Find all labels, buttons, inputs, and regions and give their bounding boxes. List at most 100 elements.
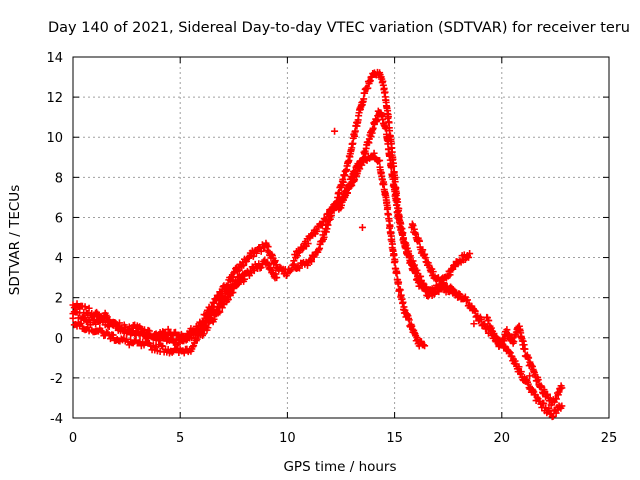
data-point — [115, 319, 123, 327]
data-point — [358, 161, 366, 169]
y-tick-label: 10 — [46, 131, 63, 146]
data-point — [272, 270, 280, 278]
data-point — [193, 335, 201, 343]
data-point — [212, 307, 220, 315]
data-point — [360, 95, 368, 103]
data-point — [325, 210, 333, 218]
data-point — [273, 274, 281, 282]
data-point — [558, 402, 566, 410]
data-point — [543, 390, 551, 398]
data-point — [545, 404, 553, 412]
data-point — [175, 339, 183, 347]
data-point — [466, 250, 474, 258]
data-point — [393, 269, 401, 277]
y-tick-label: -2 — [50, 372, 63, 387]
data-point — [552, 395, 560, 403]
data-point — [216, 300, 224, 308]
data-point — [107, 335, 115, 343]
data-point — [357, 160, 365, 168]
x-tick-label: 5 — [176, 431, 184, 446]
x-tick-label: 20 — [494, 431, 511, 446]
data-point — [370, 149, 378, 157]
series-track-e — [290, 107, 474, 300]
data-point — [420, 341, 428, 349]
data-point — [396, 286, 404, 294]
data-point — [477, 315, 485, 323]
axis-ticks: 0 5 10 15 20 25 -4 -2 0 2 4 6 8 10 12 14 — [46, 51, 617, 446]
data-point — [195, 328, 203, 336]
data-point — [221, 293, 229, 301]
x-axis-label: GPS time / hours — [283, 459, 396, 475]
data-point — [269, 266, 277, 274]
data-point — [145, 327, 153, 335]
data-point — [85, 304, 93, 312]
series-track-d — [283, 68, 463, 300]
data-point — [405, 316, 413, 324]
data-point — [463, 296, 471, 304]
data-point — [439, 280, 447, 288]
data-point — [81, 314, 89, 322]
data-point — [97, 327, 105, 335]
data-point — [142, 331, 150, 339]
data-point — [307, 256, 315, 264]
x-tick-label: 15 — [386, 431, 403, 446]
data-point — [210, 315, 218, 323]
data-point — [252, 249, 260, 257]
y-tick-label: 2 — [55, 292, 63, 307]
data-point — [435, 276, 443, 284]
y-tick-label: 0 — [55, 332, 63, 347]
data-point — [465, 253, 473, 261]
data-point — [417, 272, 425, 280]
data-point — [521, 345, 529, 353]
data-point — [308, 258, 316, 266]
data-point — [364, 84, 372, 92]
data-point — [187, 325, 195, 333]
data-point — [386, 222, 394, 230]
data-point — [399, 298, 407, 306]
data-point — [525, 354, 533, 362]
data-point — [384, 137, 392, 145]
data-point — [409, 222, 417, 230]
y-tick-label: 6 — [55, 211, 63, 226]
data-point — [503, 326, 511, 334]
y-tick-label: 12 — [46, 91, 63, 106]
data-point — [391, 257, 399, 265]
y-tick-label: 8 — [55, 171, 63, 186]
series-track-c — [69, 270, 249, 343]
data-point — [558, 384, 566, 392]
data-point — [526, 372, 534, 380]
data-point — [235, 266, 243, 274]
isolated-points — [331, 127, 534, 380]
data-point — [343, 189, 351, 197]
data-point — [400, 303, 408, 311]
data-point — [168, 348, 176, 356]
data-point — [505, 330, 512, 338]
data-point — [395, 278, 403, 286]
y-axis-label: SDTVAR / TECUs — [7, 185, 23, 295]
data-point — [241, 270, 249, 278]
data-point — [76, 321, 84, 329]
chart-title: Day 140 of 2021, Sidereal Day-to-day VTE… — [48, 20, 630, 36]
data-point — [393, 201, 401, 209]
data-point — [322, 216, 330, 224]
data-point — [286, 267, 294, 275]
data-point — [202, 317, 210, 325]
data-point — [199, 325, 207, 333]
data-point — [287, 266, 295, 274]
data-point — [415, 237, 423, 245]
data-point — [429, 268, 437, 276]
data-point — [230, 269, 238, 277]
data-point — [81, 303, 89, 311]
series-track-h — [483, 313, 566, 409]
data-point — [406, 252, 414, 260]
data-point — [109, 331, 117, 339]
data-point — [462, 297, 470, 305]
data-point — [470, 320, 478, 328]
data-point — [446, 271, 454, 279]
series-track-f — [335, 149, 429, 350]
data-point — [295, 264, 303, 272]
data-point — [299, 245, 307, 253]
data-point — [103, 313, 111, 321]
data-point — [304, 261, 311, 269]
data-point — [92, 320, 100, 328]
